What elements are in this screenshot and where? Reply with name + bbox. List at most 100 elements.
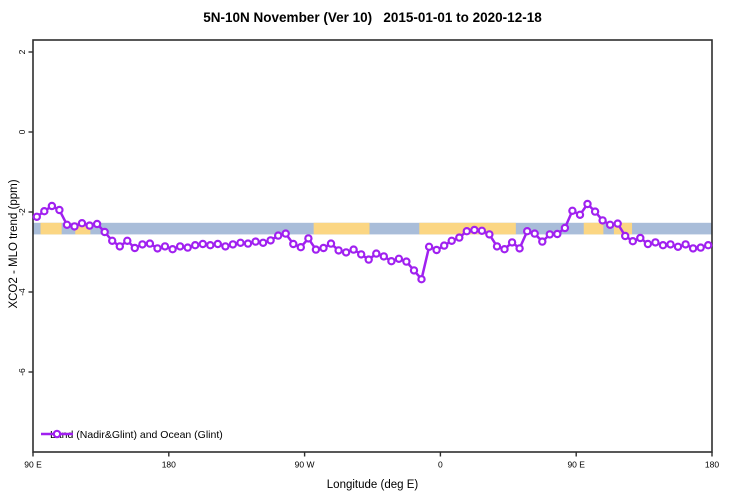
y-tick-label: -2 [17,208,27,216]
data-point [243,239,253,248]
data-point [379,252,388,261]
legend-circle-sample [52,429,62,439]
data-point [462,226,471,236]
data-point [530,229,539,238]
x-tick-label: 0 [438,460,443,470]
data-point [70,222,79,231]
data-point [696,243,705,252]
data-point [160,242,170,251]
data-point [92,219,102,229]
data-point [206,240,215,250]
data-point [666,240,675,249]
chart-title: 5N-10N November (Ver 10) 2015-01-01 to 2… [203,10,542,25]
data-point [62,220,72,229]
data-series-line [35,202,710,281]
data-point [583,199,592,209]
y-tick-label: 0 [17,129,27,134]
data-point [334,246,343,255]
data-point [515,244,524,253]
y-tick-label: 2 [17,49,27,54]
data-point [145,239,155,248]
data-point [47,201,57,211]
data-point [575,210,585,219]
data-point [266,236,275,245]
data-point [553,229,562,239]
x-tick-label: 90 E [567,460,585,470]
data-point [357,250,366,259]
data-point [523,226,532,236]
data-point [138,240,147,249]
data-point [304,234,313,243]
data-point [228,240,238,249]
data-point [605,220,615,229]
data-point [492,242,502,251]
y-tick-label: -4 [17,288,27,296]
data-point [704,240,713,250]
data-point [409,266,419,275]
data-point [130,243,139,253]
map-band-land-patch [583,222,604,235]
data-point [402,257,411,266]
data-point [175,242,185,251]
data-point [251,237,260,246]
data-point [590,207,600,216]
data-point [673,242,683,251]
data-point [55,205,64,215]
data-point [168,244,177,254]
y-tick-label: -6 [17,368,27,376]
data-point [560,223,570,233]
map-band-land-patch [40,222,62,235]
data-point [341,248,351,257]
data-point [613,219,622,228]
data-point [236,238,245,247]
data-point [658,240,668,250]
x-tick-label: 180 [705,460,719,470]
data-point [221,242,230,251]
data-point [628,236,638,246]
data-point [688,244,698,253]
data-point [455,233,464,242]
data-point [85,221,94,230]
data-point [115,242,125,251]
data-point [477,226,487,235]
data-point [394,254,404,263]
data-point [470,225,479,235]
data-point [507,238,517,247]
data-point [485,230,494,239]
data-point [319,243,328,253]
data-point [198,239,207,249]
data-point [651,238,660,247]
data-point [311,245,321,254]
data-point [636,233,645,243]
data-point [123,236,132,245]
data-point [183,243,192,252]
data-point [190,240,200,250]
legend: Land (Nadir&Glint) and Ocean (Glint) [40,427,223,443]
data-point [545,230,555,239]
map-band-land-patch [613,222,633,235]
map-band-land-patch [75,222,91,235]
data-point [432,245,441,255]
legend-label: Land (Nadir&Glint) and Ocean (Glint) [50,429,223,441]
data-point [447,236,456,245]
data-point [349,245,358,254]
x-tick-label: 90 E [24,460,42,470]
data-point [326,239,336,248]
data-point [387,257,396,266]
data-point [643,239,653,249]
data-point [364,255,373,264]
data-point [440,241,449,250]
data-point [40,206,49,216]
x-tick-label: 180 [162,460,176,470]
data-point [281,229,290,238]
data-point [153,244,162,253]
x-axis-label: Longitude (deg E) [326,479,419,491]
data-point [681,240,690,249]
data-point [500,244,509,254]
data-point [77,218,87,228]
data-point [100,227,109,237]
data-point [32,212,42,221]
data-point [424,242,434,251]
